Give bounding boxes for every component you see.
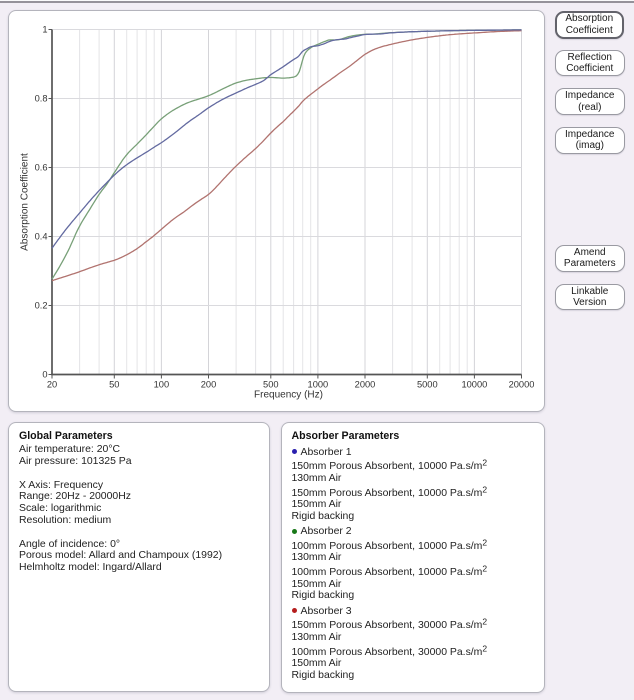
svg-text:50: 50 bbox=[109, 380, 119, 390]
svg-text:0: 0 bbox=[42, 370, 47, 380]
svg-text:200: 200 bbox=[201, 380, 217, 390]
svg-text:10000: 10000 bbox=[461, 380, 487, 390]
svg-text:500: 500 bbox=[263, 380, 279, 390]
svg-text:20: 20 bbox=[47, 380, 57, 390]
svg-text:0.6: 0.6 bbox=[35, 163, 48, 173]
svg-text:1: 1 bbox=[42, 25, 47, 35]
svg-text:5000: 5000 bbox=[417, 380, 438, 390]
svg-text:100: 100 bbox=[154, 380, 170, 390]
svg-text:0.4: 0.4 bbox=[35, 232, 48, 242]
svg-text:Frequency (Hz): Frequency (Hz) bbox=[254, 390, 323, 401]
svg-text:0.2: 0.2 bbox=[35, 301, 48, 311]
svg-text:0.8: 0.8 bbox=[35, 94, 48, 104]
svg-text:Absorption Coefficient: Absorption Coefficient bbox=[20, 153, 31, 251]
svg-text:1000: 1000 bbox=[308, 380, 329, 390]
svg-text:2000: 2000 bbox=[355, 380, 376, 390]
svg-text:20000: 20000 bbox=[509, 380, 535, 390]
